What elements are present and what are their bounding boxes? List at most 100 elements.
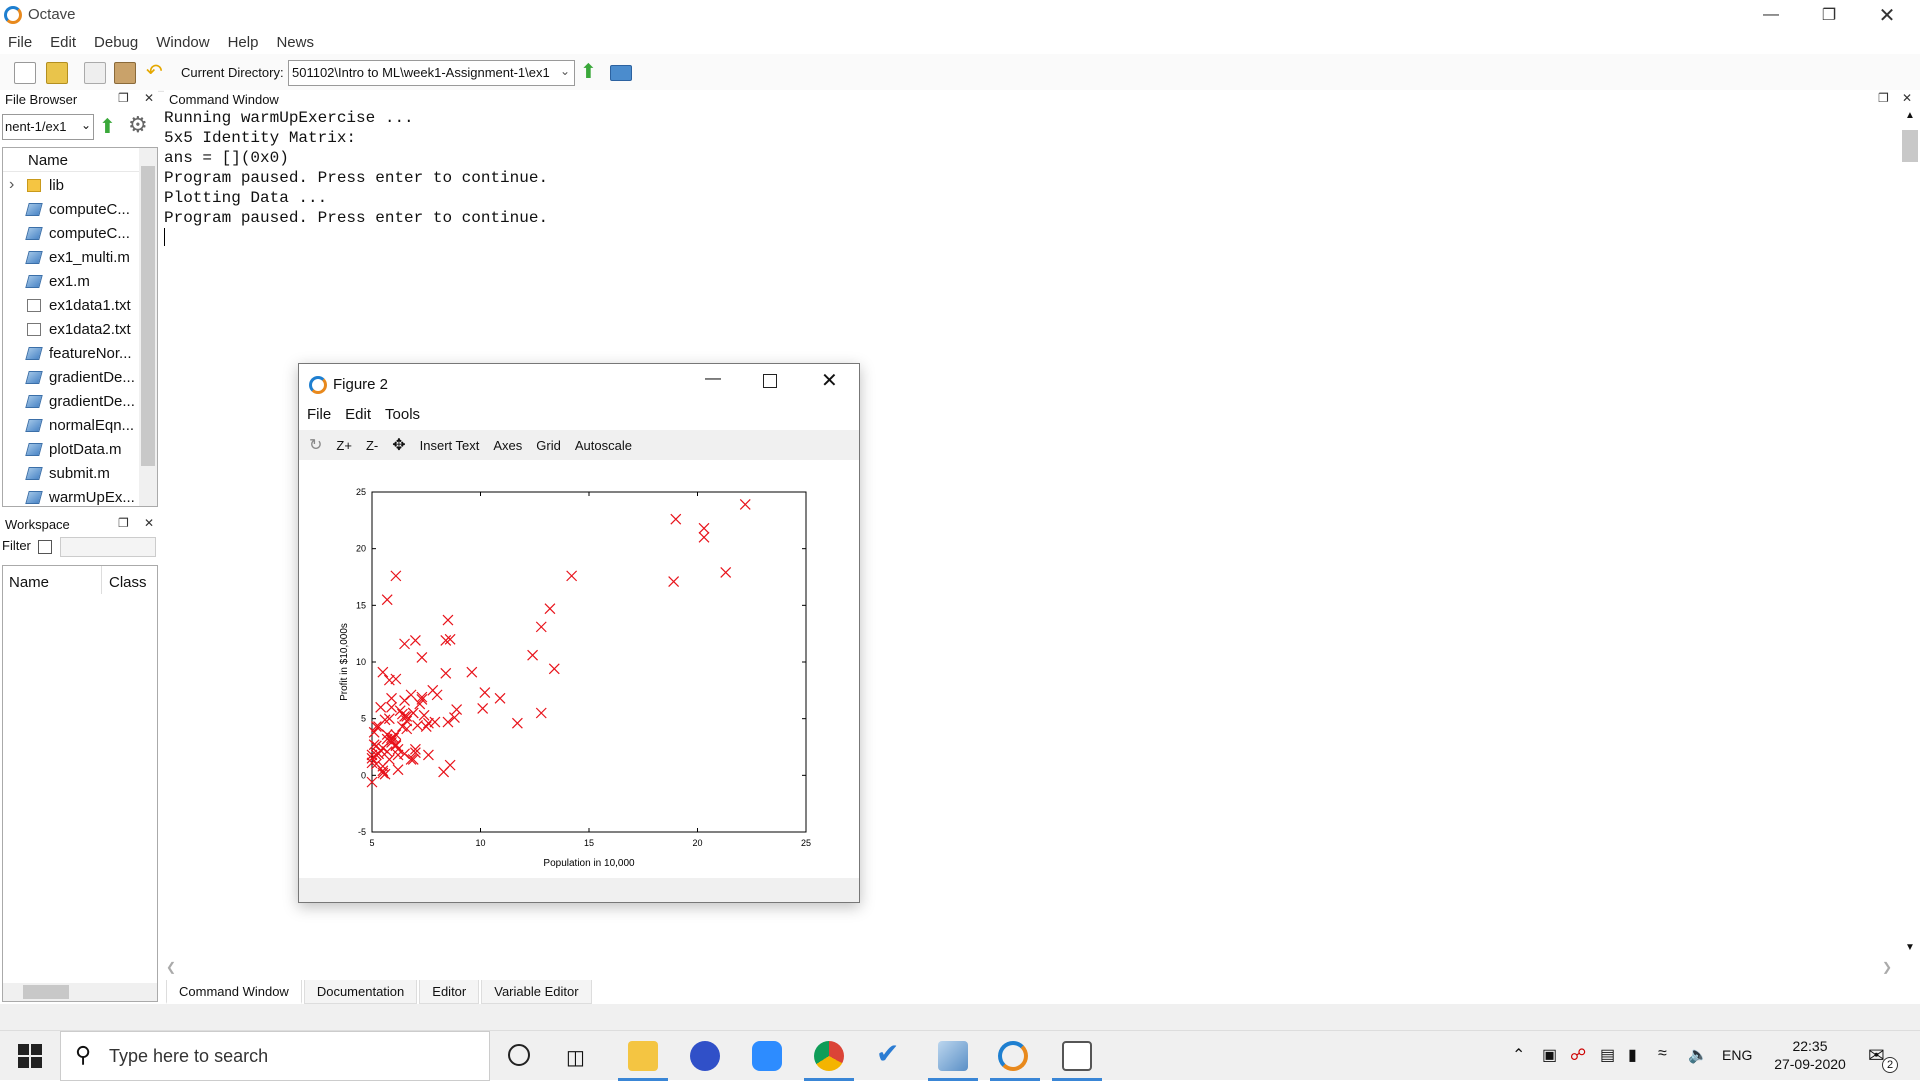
task-view-icon[interactable]: ◫	[566, 1047, 585, 1069]
close-panel-icon[interactable]: ✕	[144, 516, 155, 530]
zoom-out-button[interactable]: Z-	[365, 437, 379, 453]
security-icon[interactable]: ▤	[1600, 1047, 1616, 1064]
command-window-scrollbar[interactable]: ▲ ▼	[1900, 108, 1920, 960]
taskbar-search-box[interactable]: ⚲ Type here to search	[60, 1031, 490, 1081]
chevron-up-icon[interactable]: ⌃	[1512, 1047, 1526, 1064]
command-window-hscroll[interactable]: ❮ ❯	[160, 958, 1900, 978]
octave-gui-icon[interactable]	[938, 1041, 968, 1071]
tab-editor[interactable]: Editor	[419, 980, 480, 1004]
command-window-output[interactable]: Running warmUpExercise ... 5x5 Identity M…	[160, 108, 1900, 958]
tab-command-window[interactable]: Command Window	[166, 980, 302, 1004]
undock-icon[interactable]: ❐	[1878, 91, 1889, 105]
browse-directory-icon[interactable]	[610, 65, 632, 81]
file-list-item[interactable]: computeC...	[3, 222, 135, 244]
expand-icon[interactable]: ›	[9, 176, 15, 193]
windows-start-icon[interactable]	[18, 1044, 42, 1068]
file-list-item[interactable]: › lib	[3, 174, 135, 196]
file-list-item[interactable]: normalEqn....	[3, 414, 135, 436]
todo-app-icon[interactable]: ✔	[876, 1038, 900, 1069]
figure-menu-file[interactable]: File	[307, 406, 332, 423]
scatter-plot[interactable]: 5 10 15 20 25 -5 0 5 10 15 20 25 Population in 10,0…	[299, 460, 859, 878]
file-list-item[interactable]: featureNor...	[3, 342, 135, 364]
file-list-item[interactable]: ex1_multi.m	[3, 246, 135, 268]
file-list-item[interactable]: gradientDe...	[3, 366, 135, 388]
rotate-icon[interactable]: ↻	[309, 437, 323, 454]
scroll-left-icon[interactable]: ❮	[166, 960, 177, 974]
meet-now-icon[interactable]: ▣	[1542, 1047, 1558, 1064]
menu-news[interactable]: News	[276, 33, 314, 51]
file-list-item[interactable]: ex1data2.txt	[3, 318, 135, 340]
network-error-icon[interactable]: ☍	[1570, 1047, 1587, 1064]
undock-icon[interactable]: ❐	[118, 91, 129, 105]
grid-button[interactable]: Grid	[536, 437, 561, 453]
new-script-icon[interactable]	[14, 62, 36, 84]
insert-text-button[interactable]: Insert Text	[419, 437, 480, 453]
file-list-scrollbar[interactable]	[139, 148, 157, 506]
scroll-up-icon[interactable]: ▲	[1905, 110, 1915, 121]
copy-icon[interactable]	[84, 62, 106, 84]
zoom-app-icon[interactable]	[752, 1041, 782, 1071]
figure-taskbar-icon[interactable]	[1062, 1041, 1092, 1071]
scrollbar-thumb[interactable]	[1902, 130, 1918, 162]
close-button[interactable]: ✕	[1878, 4, 1896, 27]
tab-variable-editor[interactable]: Variable Editor	[481, 980, 592, 1004]
menu-window[interactable]: Window	[156, 33, 210, 51]
filter-combo[interactable]	[60, 537, 156, 557]
tab-documentation[interactable]: Documentation	[303, 980, 418, 1004]
file-browser-path-combo[interactable]: nent-1/ex1 ⌄	[2, 114, 94, 140]
column-name[interactable]: Name	[9, 574, 50, 591]
menu-help[interactable]: Help	[227, 33, 259, 51]
scroll-down-icon[interactable]: ▼	[1905, 942, 1915, 953]
file-list-header[interactable]: Name	[3, 148, 157, 172]
gear-icon[interactable]: ⚙	[128, 112, 148, 137]
paste-icon[interactable]	[114, 62, 136, 84]
parent-directory-icon[interactable]: ⬆	[580, 61, 597, 83]
file-explorer-icon[interactable]	[628, 1041, 658, 1071]
file-list-item[interactable]: gradientDe...	[3, 390, 135, 412]
battery-icon[interactable]: ▮	[1628, 1047, 1637, 1064]
autoscale-button[interactable]: Autoscale	[574, 437, 632, 453]
menu-edit[interactable]: Edit	[50, 33, 77, 51]
scroll-right-icon[interactable]: ❯	[1882, 960, 1893, 974]
language-indicator[interactable]: ENG	[1722, 1047, 1753, 1063]
file-list-item[interactable]: submit.m	[3, 462, 135, 484]
pan-icon[interactable]: ✥	[392, 437, 406, 454]
scrollbar-thumb[interactable]	[141, 166, 155, 466]
restore-button[interactable]: ❐	[1821, 7, 1837, 24]
file-list-item[interactable]: warmUpEx...	[3, 486, 135, 506]
undo-icon[interactable]: ↶	[146, 61, 163, 83]
file-list-item[interactable]: plotData.m	[3, 438, 135, 460]
notifications-icon[interactable]: ✉	[1868, 1045, 1885, 1067]
chrome-icon[interactable]	[814, 1041, 844, 1071]
zoom-in-button[interactable]: Z+	[336, 437, 352, 453]
close-button[interactable]: ✕	[821, 370, 838, 392]
parent-directory-icon[interactable]: ⬆	[99, 116, 116, 138]
current-directory-input[interactable]: 501102\Intro to ML\week1-Assignment-1\ex…	[288, 60, 575, 86]
workspace-hscroll[interactable]	[3, 983, 157, 1001]
axes-button[interactable]: Axes	[493, 437, 523, 453]
filter-checkbox[interactable]	[38, 540, 52, 554]
menu-file[interactable]: File	[8, 33, 33, 51]
open-folder-icon[interactable]	[46, 62, 68, 84]
file-list-item[interactable]: computeC...	[3, 198, 135, 220]
octave-taskbar-icon[interactable]	[998, 1041, 1028, 1071]
chevron-down-icon[interactable]: ⌄	[559, 64, 570, 78]
menu-debug[interactable]: Debug	[94, 33, 139, 51]
headphones-app-icon[interactable]	[690, 1041, 720, 1071]
figure-menu-tools[interactable]: Tools	[385, 406, 421, 423]
column-class[interactable]: Class	[109, 574, 147, 591]
scrollbar-thumb[interactable]	[23, 985, 69, 999]
file-list-item[interactable]: ex1data1.txt	[3, 294, 135, 316]
clock[interactable]: 22:35 27-09-2020	[1760, 1037, 1860, 1073]
minimize-button[interactable]: —	[1763, 6, 1779, 23]
undock-icon[interactable]: ❐	[118, 516, 129, 530]
cortana-icon[interactable]	[508, 1044, 530, 1066]
maximize-button[interactable]	[763, 374, 777, 388]
close-panel-icon[interactable]: ✕	[1902, 91, 1913, 105]
minimize-button[interactable]: —	[705, 370, 721, 387]
volume-icon[interactable]: 🔈	[1688, 1047, 1708, 1064]
close-panel-icon[interactable]: ✕	[144, 91, 155, 105]
figure-menu-edit[interactable]: Edit	[345, 406, 372, 423]
wifi-icon[interactable]: ≈	[1658, 1045, 1667, 1062]
file-list-item[interactable]: ex1.m	[3, 270, 135, 292]
